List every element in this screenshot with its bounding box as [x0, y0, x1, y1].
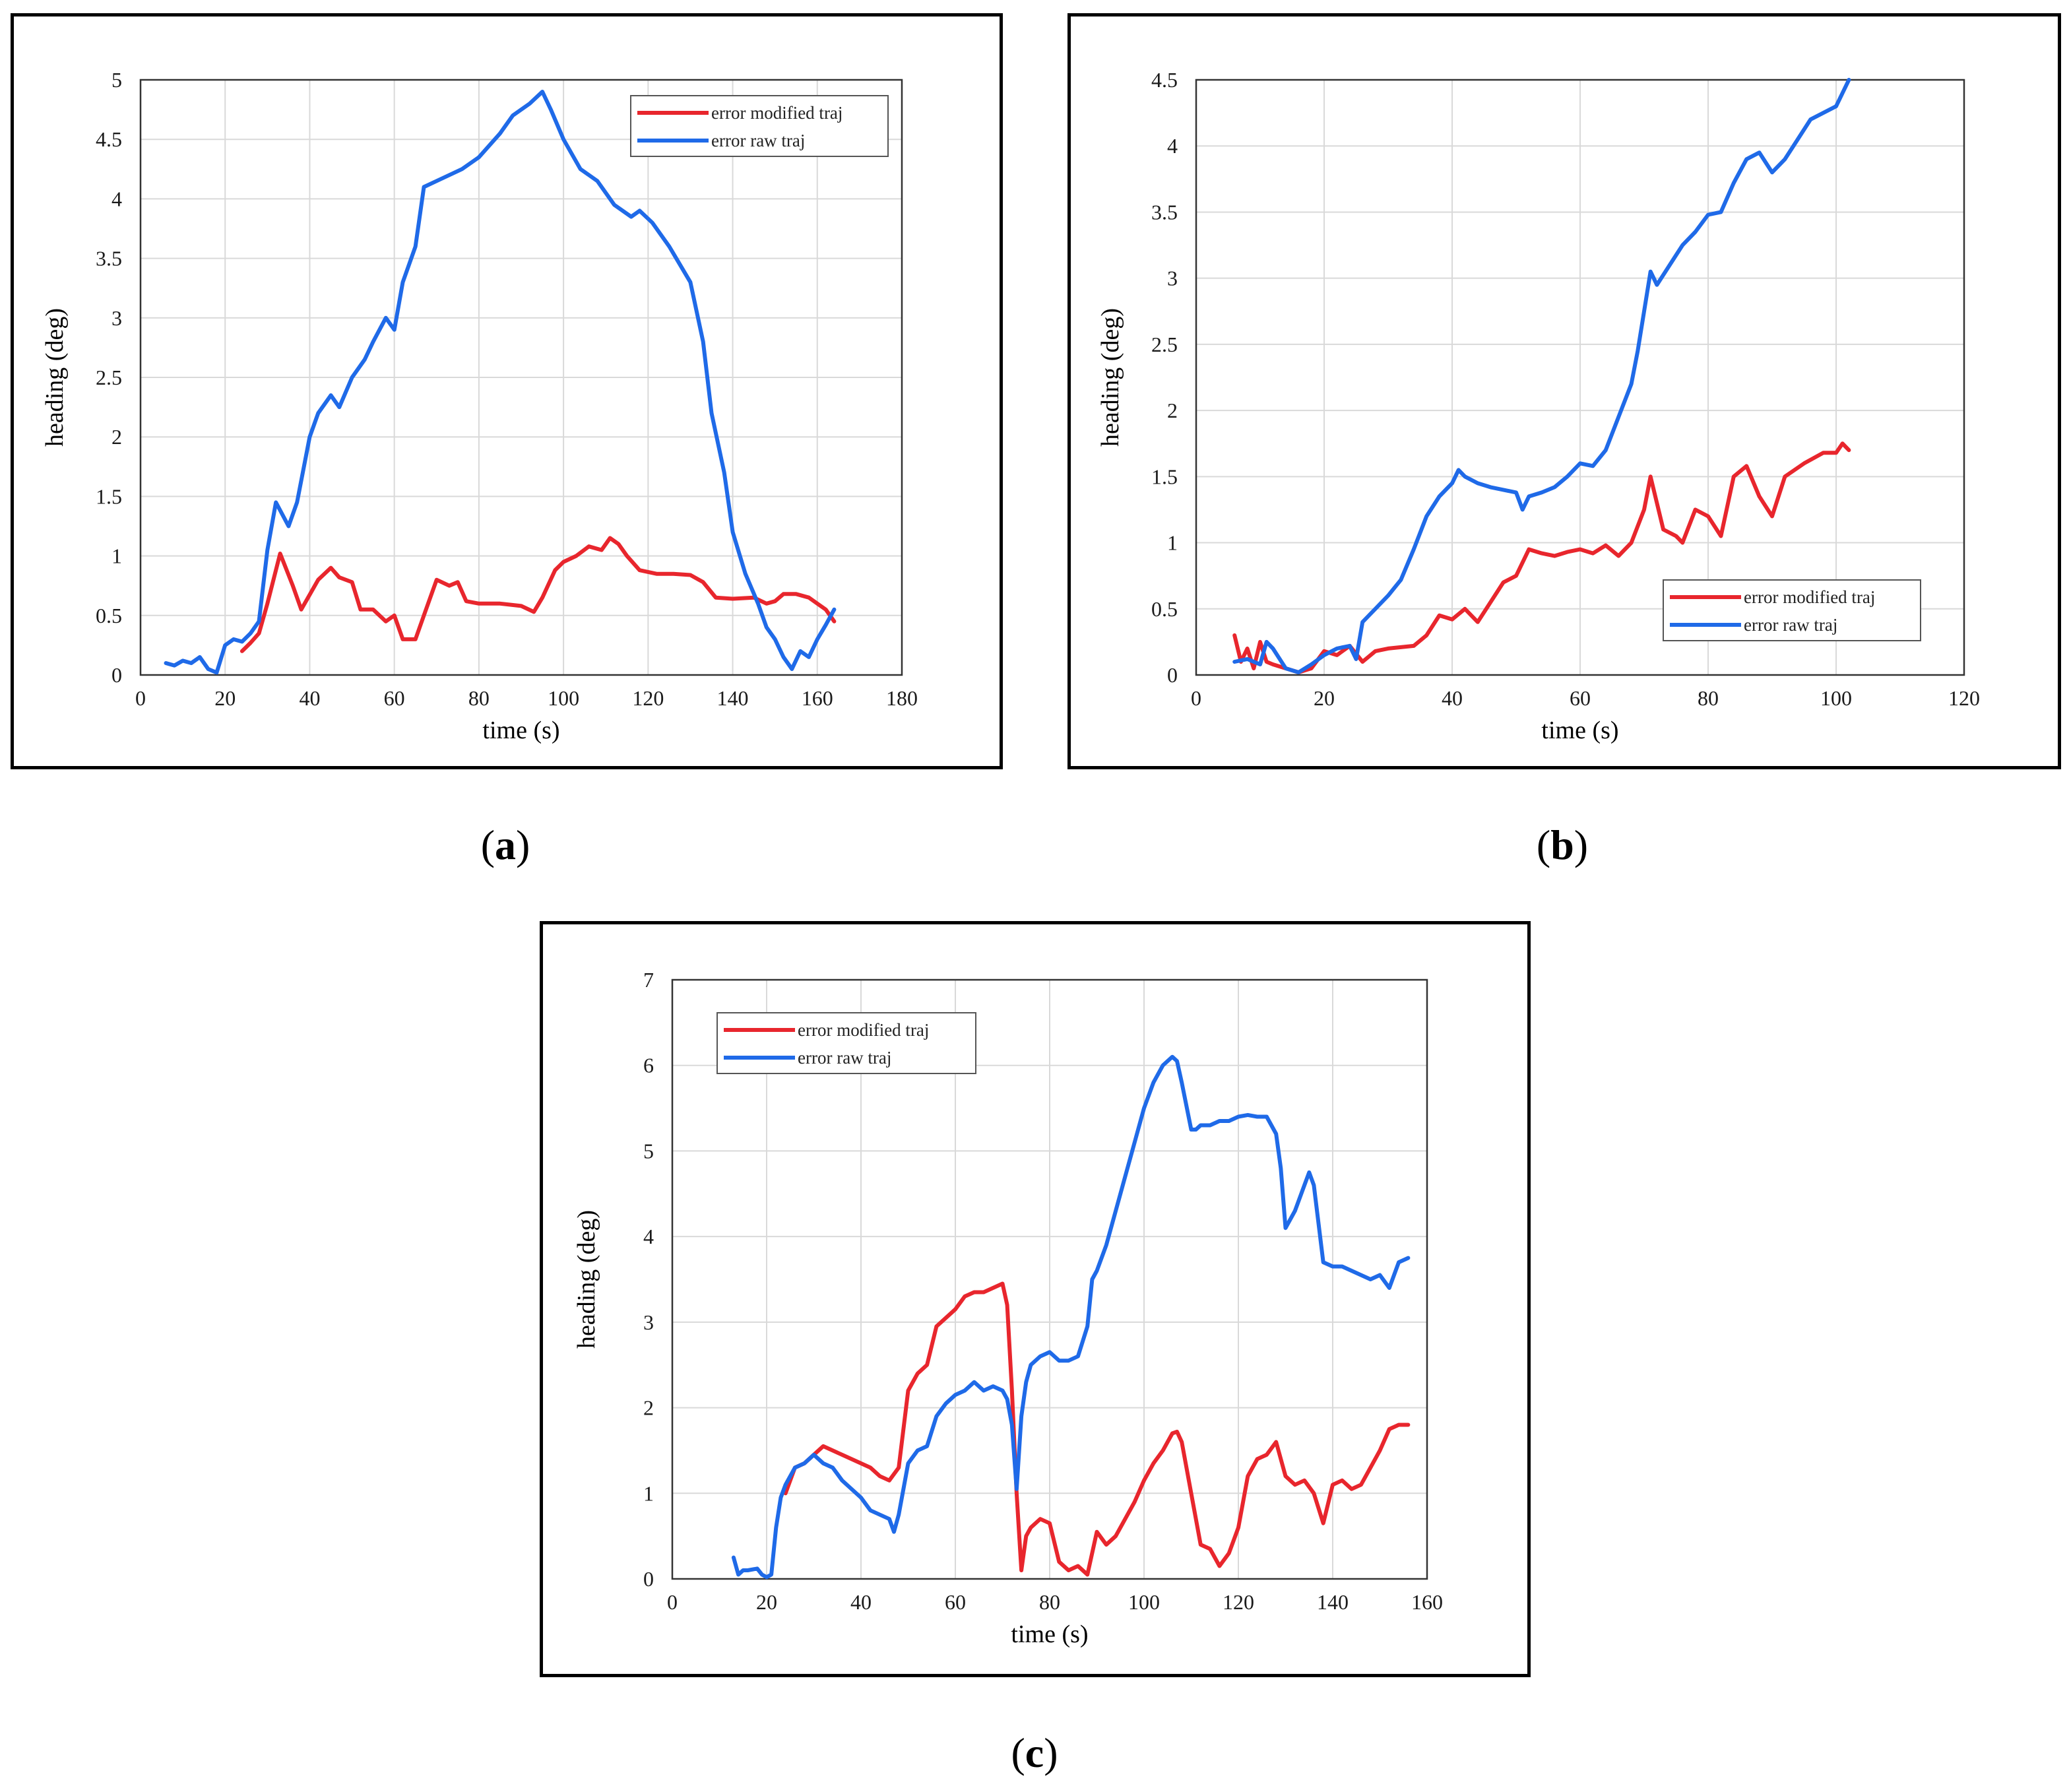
chart-b-y-tick-label: 3.5: [1151, 200, 1178, 224]
chart-a-x-tick-label: 60: [384, 686, 405, 710]
caption-a-close: ): [516, 821, 530, 868]
chart-c-plot-frame: [671, 978, 1428, 1580]
chart-a-legend-label: error raw traj: [711, 131, 805, 150]
chart-a-y-tick-label: 4.5: [96, 127, 122, 151]
chart-a-y-tick-label: 2: [111, 425, 122, 449]
chart-c-x-tick-label: 60: [945, 1590, 966, 1614]
caption-b-letter: b: [1550, 821, 1574, 868]
caption-c: (c): [969, 1729, 1100, 1777]
chart-c-y-tick-label: 5: [643, 1139, 654, 1163]
chart-a-y-tick-label: 3: [111, 306, 122, 330]
chart-b-plot-frame: [1195, 79, 1965, 676]
chart-b-x-tick-label: 40: [1442, 686, 1463, 710]
chart-b-x-axis-title: time (s): [1541, 717, 1618, 744]
chart-c-legend-label: error raw traj: [798, 1048, 891, 1068]
chart-a-y-axis-title: heading (deg): [41, 308, 69, 447]
chart-c-x-tick-label: 120: [1223, 1590, 1254, 1614]
chart-a-y-tick-label: 5: [111, 68, 122, 92]
chart-a-series-modified-line: [239, 536, 837, 653]
chart-a-x-tick-label: 120: [632, 686, 664, 710]
chart-b-y-tick-label: 0: [1167, 663, 1178, 687]
chart-c-y-tick-label: 1: [643, 1481, 654, 1505]
chart-b-y-tick-label: 3: [1167, 267, 1178, 290]
chart-c-y-axis-title: heading (deg): [573, 1210, 600, 1349]
chart-b-legend-box: [1663, 579, 1921, 641]
chart-b-y-tick-label: 1: [1167, 531, 1178, 555]
chart-a-y-tick-label: 3.5: [96, 247, 122, 271]
chart-panel-b: 0 20 40 60 80 100 120 0 0.5 1 1.5 2 2.5 3 3.5 4 4.5 time …: [1067, 13, 2061, 769]
chart-b-x-tick-label: 100: [1820, 686, 1852, 710]
chart-c-y-tick-label: 2: [643, 1396, 654, 1420]
chart-b-legend-label: error raw traj: [1744, 615, 1837, 635]
chart-b-legend-label: error modified traj: [1744, 587, 1875, 607]
caption-c-close: ): [1044, 1729, 1058, 1776]
caption-b-open: (: [1536, 821, 1551, 868]
chart-c-x-tick-label: 40: [850, 1590, 872, 1614]
chart-c-svg: 0 20 40 60 80 100 120 140 160 0 1 2 3 4 5 6 7 time (s) hea…: [573, 968, 1443, 1648]
chart-c-y-tick-label: 7: [643, 968, 654, 992]
chart-a-y-tick-label: 2.5: [96, 366, 122, 389]
chart-c-x-axis-title: time (s): [1011, 1620, 1088, 1648]
chart-panel-a: 0 20 40 60 80 100 120 140 160 180 0 0.5 1 1.5 2 2.5 3 3.5…: [11, 13, 1003, 769]
caption-c-letter: c: [1025, 1729, 1044, 1776]
chart-c-y-tick-label: 3: [643, 1310, 654, 1334]
chart-a-x-tick-label: 160: [802, 686, 833, 710]
chart-b-y-tick-label: 2: [1167, 399, 1178, 422]
chart-a-y-tick-label: 4: [111, 187, 122, 210]
chart-a-y-tick-label: 0.5: [96, 604, 122, 627]
chart-a-y-tick-label: 1.5: [96, 484, 122, 508]
chart-c-x-tick-label: 0: [667, 1590, 678, 1614]
caption-a-open: (: [480, 821, 495, 868]
caption-a: (a): [439, 821, 571, 870]
chart-b-x-tick-label: 120: [1948, 686, 1980, 710]
chart-b-svg: 0 20 40 60 80 100 120 0 0.5 1 1.5 2 2.5 3 3.5 4 4.5 time …: [1097, 68, 1980, 744]
chart-c-y-tick-label: 0: [643, 1567, 654, 1591]
chart-c-series-modified-line: [783, 1281, 1411, 1577]
chart-a-y-tick-label: 0: [111, 663, 122, 687]
chart-a-y-tick-label: 1: [111, 544, 122, 568]
chart-panel-c: 0 20 40 60 80 100 120 140 160 0 1 2 3 4 5 6 7 time (s) hea…: [540, 921, 1531, 1677]
chart-b-series-modified-line: [1232, 441, 1851, 674]
chart-c-x-tick-label: 160: [1411, 1590, 1443, 1614]
chart-b-y-tick-label: 1.5: [1151, 464, 1178, 488]
chart-c-x-tick-label: 80: [1039, 1590, 1060, 1614]
chart-b-x-tick-label: 0: [1191, 686, 1201, 710]
chart-a-legend-box: [630, 95, 889, 157]
chart-a-plot-frame: [139, 79, 903, 676]
chart-b-y-tick-label: 2.5: [1151, 333, 1178, 356]
chart-a-legend-label: error modified traj: [711, 103, 843, 123]
chart-b-x-tick-label: 60: [1570, 686, 1591, 710]
chart-b-series-raw-line: [1232, 78, 1851, 674]
chart-c-x-tick-label: 100: [1128, 1590, 1160, 1614]
chart-a-x-tick-label: 100: [548, 686, 579, 710]
chart-b-y-tick-label: 4.5: [1151, 68, 1178, 92]
chart-a-series-raw-line: [164, 90, 837, 675]
chart-c-y-tick-label: 6: [643, 1054, 654, 1077]
chart-a-x-tick-label: 140: [717, 686, 749, 710]
chart-c-series-raw-line: [731, 1054, 1411, 1580]
chart-a-svg: 0 20 40 60 80 100 120 140 160 180 0 0.5 1 1.5 2 2.5 3 3.5…: [41, 68, 918, 744]
chart-a-x-tick-label: 20: [214, 686, 236, 710]
chart-a-x-axis-title: time (s): [482, 717, 559, 744]
chart-c-x-tick-label: 20: [756, 1590, 777, 1614]
caption-b: (b): [1496, 821, 1628, 870]
caption-b-close: ): [1574, 821, 1589, 868]
chart-c-legend-box: [716, 1012, 976, 1074]
chart-b-y-tick-label: 0.5: [1151, 597, 1178, 621]
chart-a-x-tick-label: 80: [468, 686, 490, 710]
caption-c-open: (: [1011, 1729, 1025, 1776]
chart-b-y-tick-label: 4: [1167, 134, 1178, 158]
chart-b-y-axis-title: heading (deg): [1097, 308, 1124, 447]
chart-a-x-tick-label: 0: [135, 686, 146, 710]
chart-a-x-tick-label: 180: [886, 686, 918, 710]
chart-c-legend-label: error modified traj: [798, 1020, 929, 1040]
chart-b-x-tick-label: 20: [1314, 686, 1335, 710]
chart-c-x-tick-label: 140: [1317, 1590, 1349, 1614]
caption-a-letter: a: [495, 821, 516, 868]
chart-c-y-tick-label: 4: [643, 1225, 654, 1248]
chart-b-x-tick-label: 80: [1698, 686, 1719, 710]
chart-a-x-tick-label: 40: [299, 686, 320, 710]
